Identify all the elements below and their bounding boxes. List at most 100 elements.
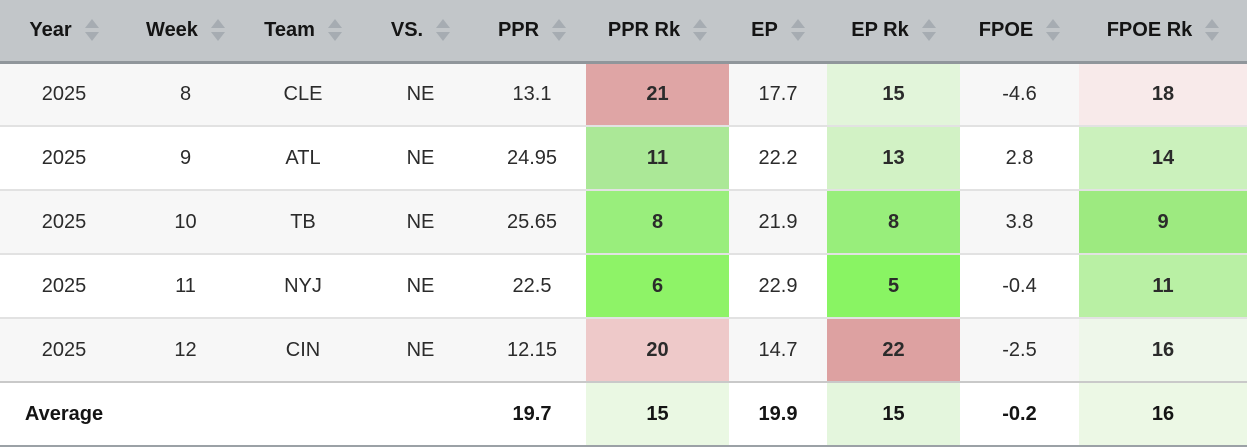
table-row: 2025 11 NYJ NE 22.5 6 22.9 5 -0.4 11 — [0, 253, 1247, 318]
cell-fpoe-rk: 9 — [1079, 189, 1247, 254]
cell-ppr-rk: 8 — [586, 189, 729, 254]
column-header-label: EP — [751, 18, 778, 41]
cell-ppr: 22.5 — [478, 253, 586, 318]
sort-desc-icon — [790, 32, 805, 42]
cell-fpoe: -4.6 — [960, 62, 1079, 126]
cell-team — [243, 381, 363, 447]
sort-arrows-icon — [790, 19, 805, 42]
cell-week: 12 — [128, 317, 243, 382]
sort-desc-icon — [552, 32, 567, 42]
column-header-ppr-rk[interactable]: PPR Rk — [586, 0, 729, 64]
cell-vs: NE — [363, 125, 478, 190]
cell-ep-rk: 22 — [827, 317, 960, 382]
cell-year: 2025 — [0, 317, 128, 382]
sort-arrows-icon — [693, 19, 708, 42]
cell-team: TB — [243, 189, 363, 254]
sort-desc-icon — [210, 32, 225, 42]
header-row: Year Week Team VS. PPR PPR Rk EP EP Rk — [0, 0, 1247, 64]
cell-ep-rk: 13 — [827, 125, 960, 190]
sort-arrows-icon — [84, 19, 99, 42]
sort-arrows-icon — [1205, 19, 1220, 42]
cell-week — [128, 381, 243, 447]
sort-asc-icon — [1205, 19, 1220, 29]
average-row: Average 19.7 15 19.9 15 -0.2 16 — [0, 381, 1247, 447]
column-header-year[interactable]: Year — [0, 0, 128, 64]
table-row: 2025 9 ATL NE 24.95 11 22.2 13 2.8 14 — [0, 125, 1247, 190]
cell-ppr-rk: 20 — [586, 317, 729, 382]
cell-ep-rk: 15 — [827, 62, 960, 126]
table-row: 2025 8 CLE NE 13.1 21 17.7 15 -4.6 18 — [0, 62, 1247, 126]
sort-desc-icon — [84, 32, 99, 42]
cell-year: 2025 — [0, 253, 128, 318]
sort-desc-icon — [693, 32, 708, 42]
cell-average-label: Average — [0, 381, 128, 447]
column-header-label: FPOE Rk — [1106, 18, 1193, 41]
cell-fpoe-rk: 11 — [1079, 253, 1247, 318]
sort-asc-icon — [552, 19, 567, 29]
column-header-ppr[interactable]: PPR — [478, 0, 586, 64]
cell-ep-rk: 8 — [827, 189, 960, 254]
sort-asc-icon — [1046, 19, 1061, 29]
cell-fpoe: -0.2 — [960, 381, 1079, 447]
column-header-label: Week — [146, 18, 198, 41]
cell-vs: NE — [363, 253, 478, 318]
sort-arrows-icon — [1046, 19, 1061, 42]
cell-ep-rk: 15 — [827, 381, 960, 447]
cell-ppr: 24.95 — [478, 125, 586, 190]
cell-fpoe: 2.8 — [960, 125, 1079, 190]
cell-ppr-rk: 6 — [586, 253, 729, 318]
cell-vs: NE — [363, 317, 478, 382]
cell-ppr-rk: 21 — [586, 62, 729, 126]
cell-team: NYJ — [243, 253, 363, 318]
table-row: 2025 10 TB NE 25.65 8 21.9 8 3.8 9 — [0, 189, 1247, 254]
cell-team: CIN — [243, 317, 363, 382]
sort-asc-icon — [84, 19, 99, 29]
cell-vs — [363, 381, 478, 447]
cell-ppr: 13.1 — [478, 62, 586, 126]
cell-ppr: 19.7 — [478, 381, 586, 447]
cell-fpoe: -2.5 — [960, 317, 1079, 382]
cell-ep-rk: 5 — [827, 253, 960, 318]
cell-year: 2025 — [0, 189, 128, 254]
cell-vs: NE — [363, 189, 478, 254]
column-header-label: FPOE — [978, 18, 1034, 41]
column-header-team[interactable]: Team — [243, 0, 363, 64]
column-header-label: Team — [264, 18, 315, 41]
cell-fpoe: 3.8 — [960, 189, 1079, 254]
column-header-ep[interactable]: EP — [729, 0, 827, 64]
cell-ep: 22.2 — [729, 125, 827, 190]
cell-week: 10 — [128, 189, 243, 254]
sort-asc-icon — [693, 19, 708, 29]
cell-ppr-rk: 15 — [586, 381, 729, 447]
sort-desc-icon — [436, 32, 451, 42]
cell-fpoe-rk: 16 — [1079, 381, 1247, 447]
column-header-label: PPR — [497, 18, 540, 41]
cell-year: 2025 — [0, 125, 128, 190]
column-header-label: VS. — [390, 18, 424, 41]
cell-ep: 14.7 — [729, 317, 827, 382]
cell-vs: NE — [363, 62, 478, 126]
cell-ep: 17.7 — [729, 62, 827, 126]
cell-ep: 21.9 — [729, 189, 827, 254]
sort-arrows-icon — [552, 19, 567, 42]
sort-desc-icon — [1205, 32, 1220, 42]
column-header-week[interactable]: Week — [128, 0, 243, 64]
sort-arrows-icon — [210, 19, 225, 42]
sort-arrows-icon — [436, 19, 451, 42]
column-header-label: PPR Rk — [607, 18, 681, 41]
column-header-fpoe[interactable]: FPOE — [960, 0, 1079, 64]
cell-fpoe: -0.4 — [960, 253, 1079, 318]
column-header-ep-rk[interactable]: EP Rk — [827, 0, 960, 64]
sort-desc-icon — [1046, 32, 1061, 42]
column-header-vs[interactable]: VS. — [363, 0, 478, 64]
sort-asc-icon — [327, 19, 342, 29]
sort-arrows-icon — [921, 19, 936, 42]
sort-asc-icon — [436, 19, 451, 29]
cell-ppr: 25.65 — [478, 189, 586, 254]
cell-team: ATL — [243, 125, 363, 190]
sort-asc-icon — [790, 19, 805, 29]
cell-week: 9 — [128, 125, 243, 190]
cell-ppr: 12.15 — [478, 317, 586, 382]
column-header-fpoe-rk[interactable]: FPOE Rk — [1079, 0, 1247, 64]
